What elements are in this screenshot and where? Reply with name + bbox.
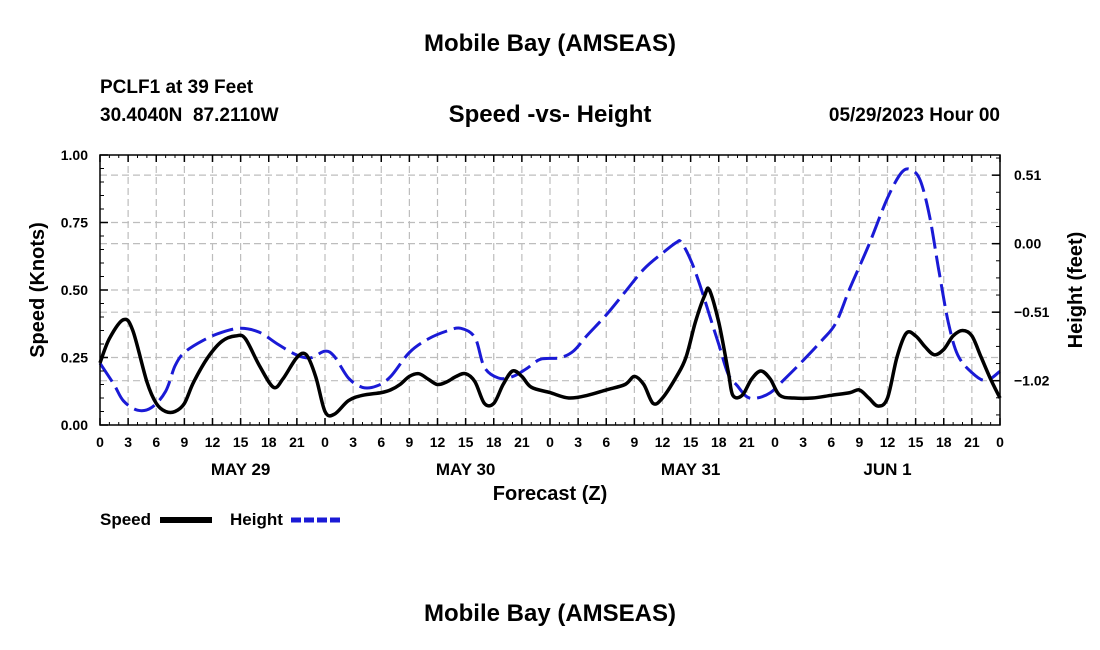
- y-right-tick-label: −1.02: [1014, 373, 1050, 389]
- x-tick-label: 9: [855, 434, 863, 450]
- x-tick-label: 12: [205, 434, 221, 450]
- x-tick-label: 12: [655, 434, 671, 450]
- x-tick-label: 0: [771, 434, 779, 450]
- y-axis-label-right: Height (feet): [1065, 232, 1087, 349]
- x-tick-label: 0: [996, 434, 1004, 450]
- legend-height-label: Height: [230, 510, 283, 529]
- forecast-date: 05/29/2023 Hour 00: [828, 105, 1000, 126]
- x-tick-label: 3: [124, 434, 132, 450]
- x-tick-label: 6: [152, 434, 160, 450]
- chart-title: Speed -vs- Height: [448, 101, 652, 128]
- x-tick-label: 15: [233, 434, 249, 450]
- y-left-tick-label: 0.25: [61, 350, 88, 366]
- x-tick-label: 9: [180, 434, 188, 450]
- tick-marks: [99, 154, 1001, 426]
- y-right-tick-label: 0.51: [1014, 167, 1041, 183]
- y-right-tick-label: 0.00: [1014, 236, 1041, 252]
- x-tick-label: 18: [486, 434, 502, 450]
- x-tick-label: 6: [602, 434, 610, 450]
- legend-speed-label: Speed: [100, 510, 151, 529]
- y-axis-label-left: Speed (Knots): [27, 222, 49, 358]
- x-tick-label: 3: [574, 434, 582, 450]
- y-left-tick-label: 1.00: [61, 147, 88, 163]
- x-tick-label: 18: [261, 434, 277, 450]
- series-layer: [98, 167, 1002, 418]
- x-tick-label: 12: [430, 434, 446, 450]
- x-tick-label: 3: [349, 434, 357, 450]
- tick-labels: 0 3 6 9 12 15 18 21 0 3 6 9 12 15 18 21 0 3 6 9 12 15 18 21 0 3 6 9…: [61, 147, 1050, 479]
- x-tick-label: 9: [405, 434, 413, 450]
- speed-series-line: [98, 286, 1002, 418]
- day-label: JUN 1: [863, 460, 911, 479]
- x-tick-label: 21: [739, 434, 755, 450]
- x-tick-label: 0: [96, 434, 104, 450]
- x-tick-label: 0: [546, 434, 554, 450]
- day-label: MAY 31: [661, 460, 721, 479]
- day-label: MAY 30: [436, 460, 496, 479]
- x-tick-label: 9: [630, 434, 638, 450]
- page-title-top: Mobile Bay (AMSEAS): [423, 30, 677, 57]
- day-label: MAY 29: [211, 460, 271, 479]
- y-left-tick-label: 0.00: [61, 417, 88, 433]
- y-left-tick-label: 0.50: [61, 282, 88, 298]
- x-axis-label: Forecast (Z): [493, 483, 607, 505]
- grid-lines: [100, 155, 1000, 425]
- x-tick-label: 21: [514, 434, 530, 450]
- x-tick-label: 21: [964, 434, 980, 450]
- x-tick-label: 6: [827, 434, 835, 450]
- x-tick-label: 3: [799, 434, 807, 450]
- height-series-line: [98, 167, 1001, 413]
- x-tick-label: 0: [321, 434, 329, 450]
- x-tick-label: 6: [377, 434, 385, 450]
- y-left-tick-label: 0.75: [61, 215, 88, 231]
- station-coordinates: 30.4040N 87.2110W: [100, 105, 279, 126]
- x-tick-label: 15: [458, 434, 474, 450]
- page-title-bottom: Mobile Bay (AMSEAS): [423, 600, 677, 627]
- x-tick-label: 18: [711, 434, 727, 450]
- x-tick-label: 15: [908, 434, 924, 450]
- x-tick-label: 12: [880, 434, 896, 450]
- y-right-tick-label: −0.51: [1014, 304, 1050, 320]
- x-tick-label: 15: [683, 434, 699, 450]
- x-tick-label: 21: [289, 434, 305, 450]
- station-label: PCLF1 at 39 Feet: [100, 77, 254, 98]
- speed-height-chart: 0 3 6 9 12 15 18 21 0 3 6 9 12 15 18 21 0 3 6 9 12 15 18 21 0 3 6 9…: [27, 147, 1087, 529]
- x-tick-label: 18: [936, 434, 952, 450]
